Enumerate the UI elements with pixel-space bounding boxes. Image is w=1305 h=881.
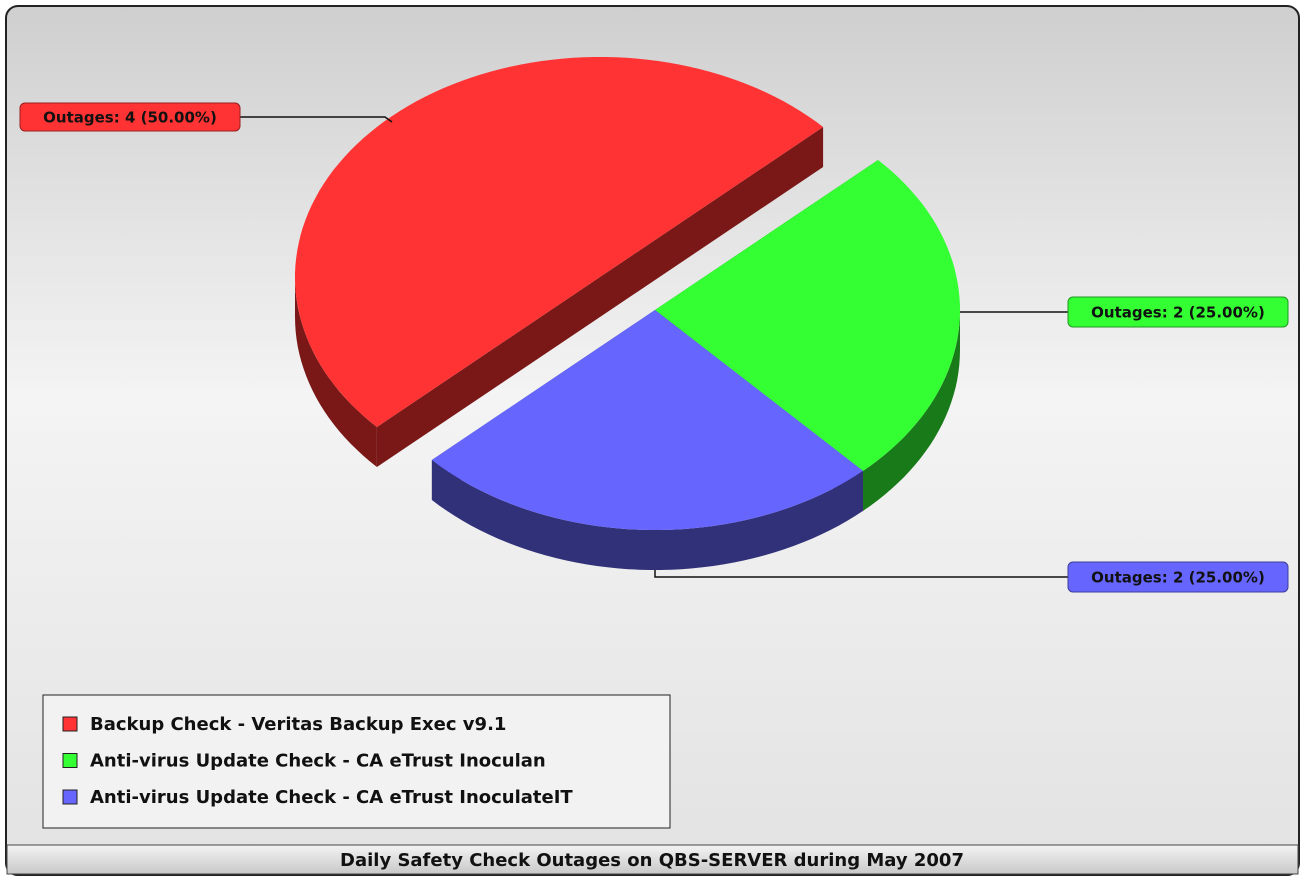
leader-line: [654, 570, 1068, 578]
legend-label: Anti-virus Update Check - CA eTrust Inoc…: [90, 751, 546, 772]
slice-side: [431, 460, 863, 570]
title-bar: [6, 844, 1299, 875]
legend-swatch: [62, 716, 78, 732]
slice: [431, 310, 863, 530]
leader-line: [240, 116, 393, 123]
slice-side: [863, 310, 960, 511]
legend-label: Anti-virus Update Check - CA eTrust Inoc…: [90, 787, 573, 808]
legend-label: Backup Check - Veritas Backup Exec v9.1: [90, 714, 506, 735]
slice-side: [295, 277, 377, 467]
value-label-box: [1067, 561, 1289, 593]
legend-swatch: [62, 789, 78, 805]
chart-title: Daily Safety Check Outages on QBS-SERVER…: [340, 850, 964, 871]
slice: [295, 57, 824, 427]
value-label-box: [19, 102, 241, 132]
slice: [655, 160, 960, 471]
value-label: Outages: 2 (25.00%): [1091, 569, 1265, 587]
slice-side: [376, 277, 600, 467]
value-label: Outages: 4 (50.00%): [43, 109, 217, 127]
value-label-box: [1067, 296, 1289, 328]
legend: [42, 694, 671, 829]
slice-side: [600, 127, 824, 317]
value-label: Outages: 2 (25.00%): [1091, 304, 1265, 322]
legend-swatch: [62, 753, 78, 768]
